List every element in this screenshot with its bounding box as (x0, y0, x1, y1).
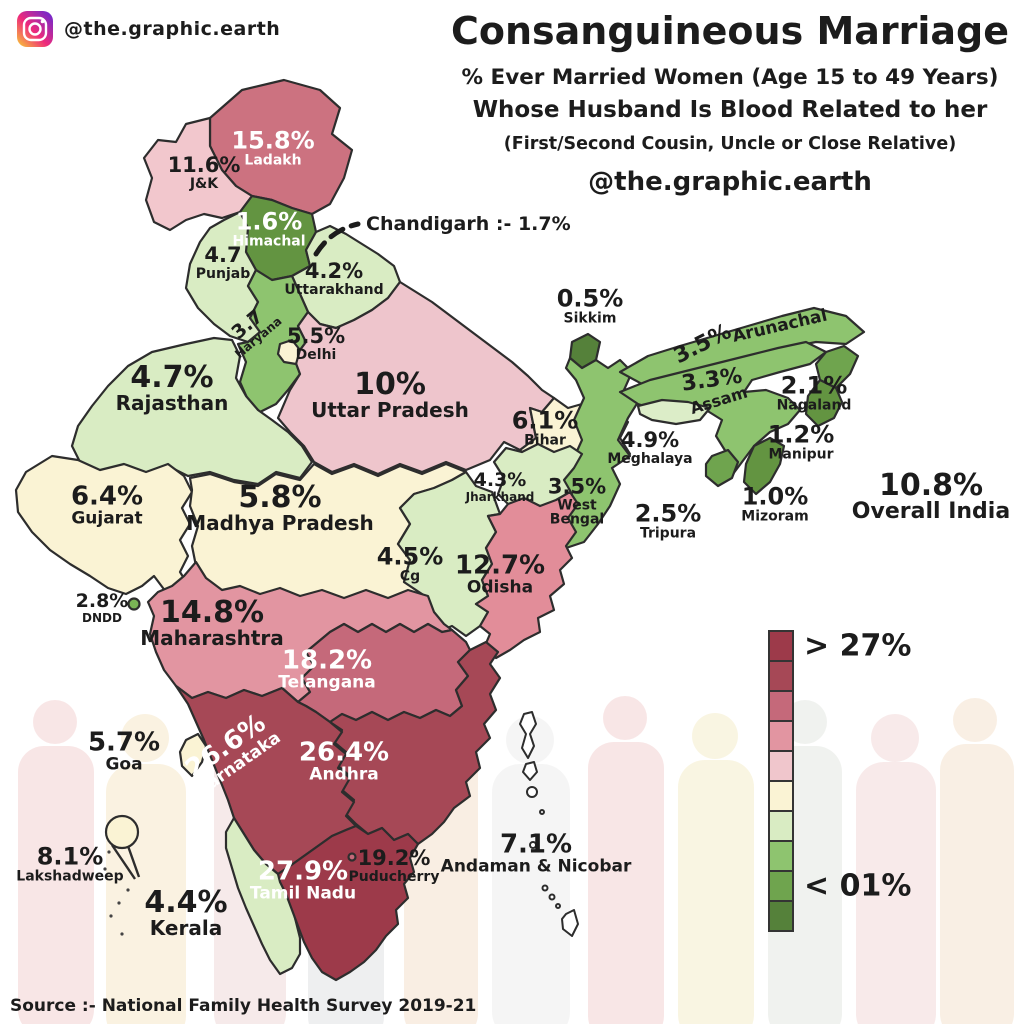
label-mizoram: 1.0% Mizoram (741, 482, 809, 525)
label-odisha: 12.7% Odisha (454, 550, 546, 598)
legend-segment (768, 690, 794, 722)
label-jharkhand: 4.3% Jharkhand (465, 468, 535, 504)
legend-segment (768, 810, 794, 842)
label-gujarat: 6.4% Gujarat (70, 481, 144, 529)
overall-india-stat: 10.8% Overall India (851, 467, 1011, 525)
instagram-handle: @the.graphic.earth (64, 18, 281, 40)
state-delhi (276, 338, 302, 366)
source-attribution: Source :- National Family Health Survey … (10, 996, 477, 1016)
label-tripura: 2.5% Tripura (634, 499, 702, 542)
label-maharashtra: 14.8% Maharashtra (140, 595, 284, 651)
label-nagaland: 2.1% Nagaland (776, 371, 852, 414)
label-dndd: 2.8% DNDD (75, 589, 129, 625)
watermark-handle: @the.graphic.earth (588, 166, 872, 197)
legend-max-label: > 27% (804, 628, 912, 664)
label-punjab: 4.7 Punjab (195, 242, 251, 282)
subtitle-line1: % Ever Married Women (Age 15 to 49 Years… (461, 64, 999, 90)
label-madhya-pradesh: 5.8% Madhya Pradesh (186, 480, 374, 536)
instagram-icon (17, 11, 53, 47)
label-goa: 5.7% Goa (87, 727, 161, 775)
state-kerala (224, 816, 302, 976)
state-mizoram (742, 436, 786, 496)
state-karnataka (174, 684, 358, 876)
label-lakshadweep: 8.1% Lakshadweep (16, 842, 124, 885)
label-uttarakhand: 4.2% Uttarakhand (284, 258, 384, 298)
label-puducherry: 19.2% Puducherry (348, 845, 440, 885)
state-tripura (704, 448, 740, 488)
lakshadweep-islands (103, 850, 130, 936)
state-meghalaya (636, 398, 712, 426)
state-nagaland (814, 344, 860, 390)
legend-color-scale (768, 630, 794, 932)
state-odisha (474, 490, 580, 660)
legend-segment (768, 630, 794, 662)
state-manipur (804, 378, 844, 428)
legend-min-label: < 01% (804, 868, 912, 904)
legend-segment (768, 750, 794, 782)
label-delhi: 5.5% Delhi (286, 323, 346, 363)
page-title: Consanguineous Marriage (450, 9, 1010, 53)
label-ladakh: 15.8% Ladakh (231, 126, 315, 169)
label-rajasthan: 4.7% Rajasthan (115, 360, 229, 416)
label-jk: 11.6% J&K (167, 152, 241, 192)
label-meghalaya: 4.9% Meghalaya (607, 427, 693, 467)
legend-segment (768, 780, 794, 812)
label-chandigarh-callout: Chandigarh :- 1.7% (366, 213, 571, 235)
legend-segment (768, 900, 794, 932)
label-andaman-nicobar: 7.1% Andaman & Nicobar (440, 829, 632, 877)
legend-segment (768, 870, 794, 902)
title-block: Consanguineous Marriage % Ever Married W… (436, 9, 1024, 197)
state-jharkhand (492, 442, 584, 510)
territory-dndd-dot (127, 597, 141, 611)
label-tamil-nadu: 27.9% Tamil Nadu (249, 856, 357, 904)
label-telangana: 18.2% Telangana (278, 645, 376, 693)
label-sikkim: 0.5% Sikkim (556, 284, 624, 327)
andaman-nicobar-islands (519, 711, 579, 937)
chandigarh-callout-line (313, 221, 361, 257)
legend-segment (768, 660, 794, 692)
label-himachal: 1.6% Himachal (232, 207, 306, 250)
label-chhattisgarh: 4.5% Cg (376, 542, 444, 585)
territory-puducherry-dot (347, 852, 357, 862)
subtitle-line3: (First/Second Cousin, Uncle or Close Rel… (503, 133, 957, 154)
state-assam (618, 340, 828, 480)
subtitle-line2: Whose Husband Is Blood Related to her (472, 96, 988, 123)
instagram-attribution: @the.graphic.earth (16, 10, 280, 48)
state-tamil-nadu (276, 824, 420, 982)
legend-segment (768, 840, 794, 872)
label-kerala: 4.4% Kerala (144, 885, 228, 941)
legend-segment (768, 720, 794, 752)
state-rajasthan (70, 336, 314, 486)
label-manipur: 1.2% Manipur (767, 420, 835, 463)
label-andhra: 26.4% Andhra (298, 737, 390, 785)
state-goa (178, 732, 208, 778)
label-bihar: 6.1% Bihar (511, 406, 579, 449)
state-jk (142, 116, 254, 232)
label-west-bengal: 3.5% West Bengal (547, 474, 607, 528)
label-uttar-pradesh: 10% Uttar Pradesh (311, 367, 469, 423)
lakshadweep-marker (104, 814, 141, 880)
